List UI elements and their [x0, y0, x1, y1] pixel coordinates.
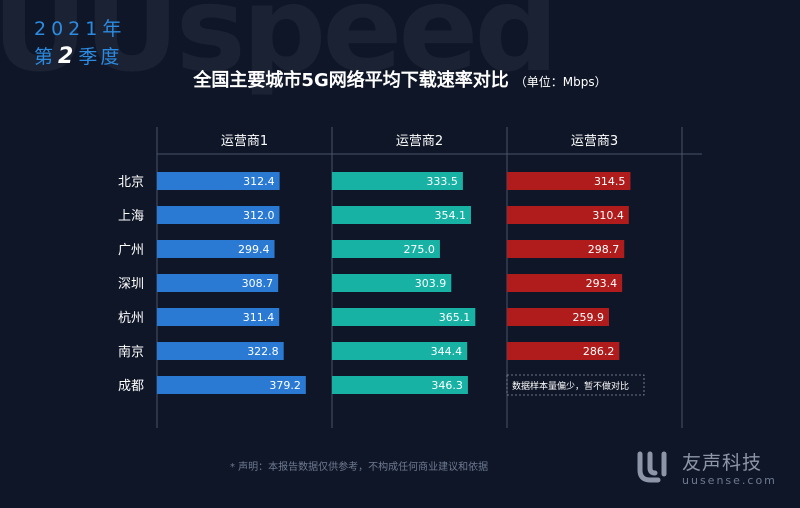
bar-s2-0 — [332, 172, 463, 190]
value-label-s3-1: 310.4 — [592, 209, 624, 222]
series-header-1: 运营商1 — [221, 134, 268, 149]
value-label-s2-5: 344.4 — [431, 345, 463, 358]
bar-s2-1 — [332, 206, 471, 224]
category-label-0: 北京 — [118, 175, 144, 190]
quarter-prefix: 第 — [34, 46, 57, 68]
value-label-s2-2: 275.0 — [403, 243, 435, 256]
quarter-number: 2 — [58, 44, 77, 69]
category-label-5: 南京 — [118, 344, 144, 360]
value-label-s2-3: 303.9 — [415, 277, 447, 290]
chart-title-text: 全国主要城市5G网络平均下载速率对比 — [193, 70, 509, 91]
value-label-s2-0: 333.5 — [426, 175, 458, 188]
category-label-1: 上海 — [118, 209, 144, 224]
value-label-s3-4: 259.9 — [573, 311, 605, 324]
bar-s2-5 — [332, 342, 468, 360]
disclaimer: * 声明：本报告数据仅供参考，不构成任何商业建议和依据 — [230, 462, 489, 473]
bar-s3-5 — [507, 342, 620, 360]
bar-s3-2 — [507, 240, 625, 258]
period-quarter: 第2 季度 — [34, 42, 122, 69]
value-label-s1-5: 322.8 — [247, 345, 279, 358]
value-label-s1-3: 308.7 — [242, 277, 274, 290]
bar-s1-3 — [157, 274, 279, 292]
bar-s3-4 — [507, 308, 610, 326]
brand-logo: 友声科技 uusense.com — [636, 446, 775, 490]
bar-s2-6 — [332, 376, 468, 394]
chart-unit: （单位：Mbps） — [514, 75, 607, 89]
brand-url: uusense.com — [682, 474, 777, 487]
bar-s2-2 — [332, 240, 440, 258]
value-label-s3-2: 298.7 — [588, 243, 620, 256]
value-label-s3-0: 314.5 — [594, 175, 626, 188]
value-label-s2-6: 346.3 — [431, 379, 463, 392]
quarter-suffix: 季度 — [78, 46, 123, 68]
series-header-2: 运营商2 — [396, 134, 443, 149]
value-label-s1-4: 311.4 — [243, 311, 275, 324]
annotation-box — [506, 374, 645, 396]
watermark-text: UUspeed — [0, 0, 559, 98]
bar-s1-2 — [157, 240, 275, 258]
category-label-2: 广州 — [118, 243, 144, 258]
value-label-s2-1: 354.1 — [434, 209, 466, 222]
uu-logo-icon — [637, 451, 667, 483]
bar-s3-0 — [507, 172, 631, 190]
bar-s3-1 — [507, 206, 629, 224]
bar-s1-5 — [157, 342, 284, 360]
value-label-s1-2: 299.4 — [238, 243, 270, 256]
value-label-s2-4: 365.1 — [439, 311, 471, 324]
brand-name: 友声科技 — [682, 452, 763, 474]
category-label-6: 成都 — [118, 379, 144, 394]
annotation-text: 数据样本量偏少，暂不做对比 — [512, 380, 629, 392]
bar-s1-6 — [157, 376, 306, 394]
value-label-s3-5: 286.2 — [583, 345, 615, 358]
series-header-3: 运营商3 — [571, 134, 618, 149]
value-label-s1-6: 379.2 — [269, 379, 301, 392]
value-label-s1-1: 312.0 — [243, 209, 275, 222]
chart-title: 全国主要城市5G网络平均下载速率对比 （单位：Mbps） — [0, 66, 800, 92]
bar-s2-3 — [332, 274, 452, 292]
bar-s3-3 — [507, 274, 623, 292]
period-year: 2021年 — [34, 18, 127, 40]
bar-s2-4 — [332, 308, 476, 326]
value-label-s1-0: 312.4 — [243, 175, 275, 188]
bar-s1-1 — [157, 206, 280, 224]
category-label-4: 杭州 — [118, 311, 144, 326]
value-label-s3-3: 293.4 — [586, 277, 618, 290]
bar-s1-0 — [157, 172, 280, 190]
category-label-3: 深圳 — [118, 277, 144, 292]
bar-s1-4 — [157, 308, 280, 326]
